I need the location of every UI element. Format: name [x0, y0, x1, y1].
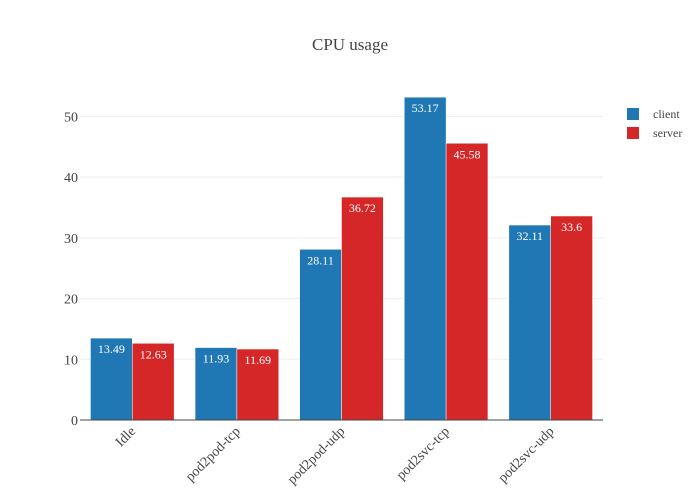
- bar-server-pod2svc-tcp: [445, 143, 489, 421]
- x-tick-label: pod2pod-tcp: [183, 424, 244, 485]
- data-labels: 13.49 12.63 11.93 11.69 28.11 36.72 53.17 45.58…: [98, 101, 582, 367]
- bar-server-pod2pod-udp: [341, 196, 384, 421]
- data-label: 12.63: [140, 347, 167, 361]
- y-tick-label: 10: [64, 353, 78, 368]
- y-axis-ticks: 0 10 20 30 40 50: [64, 110, 78, 429]
- bar-client-pod2svc-tcp: [404, 96, 447, 421]
- y-tick-label: 30: [64, 232, 78, 247]
- bar-client-pod2pod-tcp: [194, 347, 238, 421]
- x-tick-label: pod2svc-tcp: [394, 424, 453, 483]
- bar-client-pod2pod-udp: [299, 249, 342, 421]
- data-label: 36.72: [349, 201, 376, 215]
- legend-label-client: client: [653, 107, 680, 121]
- legend-label-server: server: [653, 126, 682, 140]
- legend-swatch-client: [627, 108, 639, 120]
- data-label: 11.93: [203, 352, 230, 366]
- data-label: 13.49: [98, 342, 125, 356]
- data-label: 45.58: [454, 147, 481, 161]
- bar-client-Idle: [90, 337, 133, 421]
- x-tick-label: pod2svc-udp: [496, 424, 558, 486]
- legend-swatch-server: [627, 127, 639, 139]
- x-axis-ticks: Idle pod2pod-tcp pod2pod-udp pod2svc-tcp pod…: [113, 424, 557, 487]
- bar-client-pod2svc-udp: [508, 224, 551, 421]
- data-label: 33.6: [561, 220, 582, 234]
- data-label: 32.11: [516, 229, 543, 243]
- x-tick-label: Idle: [113, 424, 139, 450]
- bars: [90, 96, 593, 421]
- chart-title: CPU usage: [312, 35, 388, 54]
- y-tick-label: 0: [71, 414, 78, 429]
- data-label: 11.69: [245, 353, 272, 367]
- y-tick-label: 50: [64, 110, 78, 125]
- data-label: 28.11: [307, 253, 334, 267]
- legend: client server: [627, 107, 682, 140]
- y-tick-label: 40: [64, 171, 78, 186]
- bar-server-pod2pod-tcp: [236, 348, 279, 421]
- y-tick-label: 20: [64, 293, 78, 308]
- data-label: 53.17: [412, 101, 439, 115]
- x-tick-label: pod2pod-udp: [285, 424, 348, 487]
- bar-server-pod2svc-udp: [550, 215, 593, 421]
